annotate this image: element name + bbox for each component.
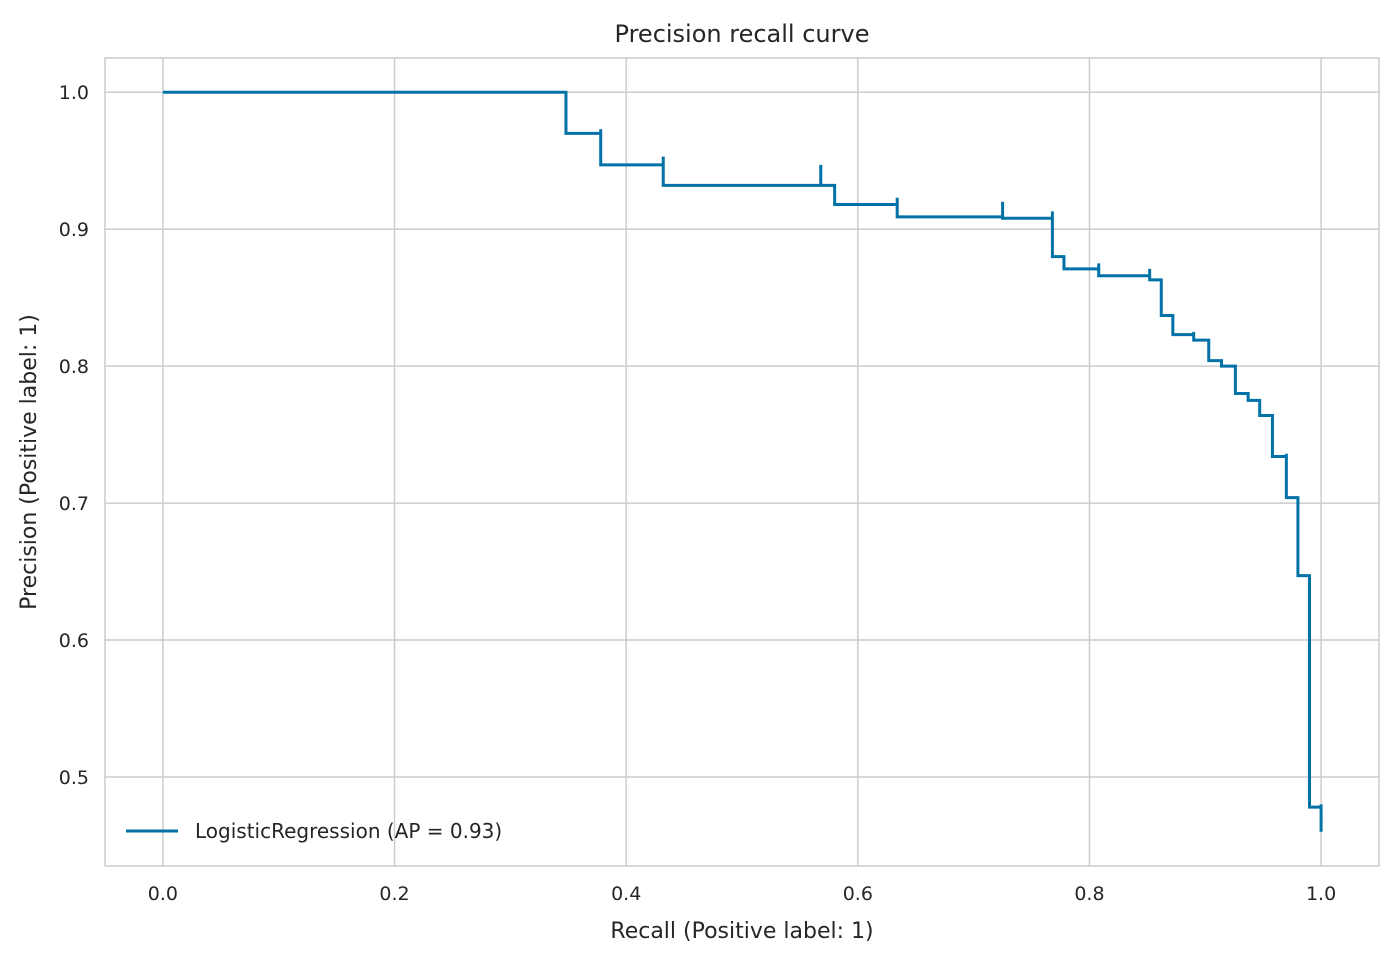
legend: LogisticRegression (AP = 0.93) [126,819,502,843]
legend-label: LogisticRegression (AP = 0.93) [195,819,502,843]
y-tick-label: 0.5 [59,767,89,789]
y-tick-label: 0.6 [59,630,89,652]
x-tick-label: 1.0 [1306,883,1336,905]
y-axis-label: Precision (Positive label: 1) [17,314,42,610]
pr-curve-series-line [162,90,1323,832]
x-tick-label: 0.0 [148,883,178,905]
x-tick-label: 0.2 [379,883,409,905]
y-tick-label: 0.7 [59,493,89,515]
x-tick-label: 0.8 [1074,883,1104,905]
chart-title: Precision recall curve [615,20,870,48]
x-tick-label: 0.6 [843,883,873,905]
y-tick-label: 1.0 [59,82,89,104]
series-layer [162,90,1323,832]
x-tick-label: 0.4 [611,883,641,905]
y-tick-label: 0.9 [59,219,89,241]
plot-frame [104,57,1380,867]
y-tick-label: 0.8 [59,356,89,378]
tick-labels: 0.0 0.2 0.4 0.6 0.8 1.0 0.5 0.6 0.7 0.8 0.9 1.0 [59,82,1336,905]
x-axis-label: Recall (Positive label: 1) [610,919,873,944]
